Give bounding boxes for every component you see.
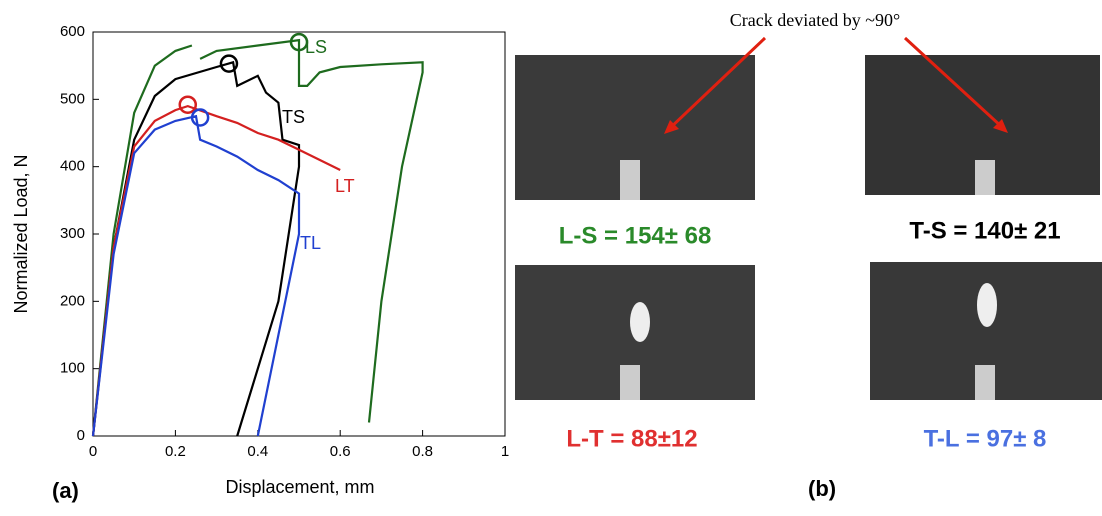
panel-label: (b) bbox=[808, 476, 836, 501]
photo-label: L-S = 154± 68 bbox=[559, 222, 712, 249]
y-tick-label: 600 bbox=[60, 23, 85, 40]
series-line bbox=[93, 116, 299, 436]
y-tick-label: 400 bbox=[60, 158, 85, 175]
y-tick-label: 500 bbox=[60, 90, 85, 107]
photo-label: L-T = 88±12 bbox=[566, 425, 697, 452]
crack bbox=[630, 302, 650, 342]
x-axis-label: Displacement, mm bbox=[225, 477, 374, 497]
figure: Displacement, mm Normalized Load, N (a) … bbox=[0, 0, 1102, 511]
notch bbox=[620, 160, 640, 200]
series-label: LT bbox=[335, 176, 355, 196]
y-axis-label: Normalized Load, N bbox=[11, 154, 31, 313]
notch bbox=[620, 365, 640, 400]
y-tick-label: 300 bbox=[60, 225, 85, 242]
notch bbox=[975, 160, 995, 195]
series-line bbox=[93, 40, 423, 436]
x-tick-label: 0.2 bbox=[165, 443, 186, 460]
notch bbox=[975, 365, 995, 400]
series-label: TS bbox=[282, 107, 305, 127]
panel-label: (a) bbox=[52, 478, 79, 503]
peak-marker bbox=[180, 97, 196, 113]
crack bbox=[977, 283, 997, 327]
x-tick-label: 0 bbox=[89, 443, 97, 460]
series-label: TL bbox=[300, 233, 321, 253]
x-tick-label: 0.6 bbox=[330, 443, 351, 460]
photo-label: T-S = 140± 21 bbox=[909, 217, 1060, 244]
y-tick-label: 100 bbox=[60, 360, 85, 377]
x-tick-label: 0.4 bbox=[247, 443, 268, 460]
photo-label: T-L = 97± 8 bbox=[924, 425, 1047, 452]
y-tick-label: 0 bbox=[77, 427, 85, 444]
series-label: LS bbox=[305, 37, 327, 57]
annotation: Crack deviated by ~90° bbox=[730, 10, 900, 30]
x-tick-label: 1 bbox=[501, 443, 509, 460]
x-tick-label: 0.8 bbox=[412, 443, 433, 460]
y-tick-label: 200 bbox=[60, 292, 85, 309]
